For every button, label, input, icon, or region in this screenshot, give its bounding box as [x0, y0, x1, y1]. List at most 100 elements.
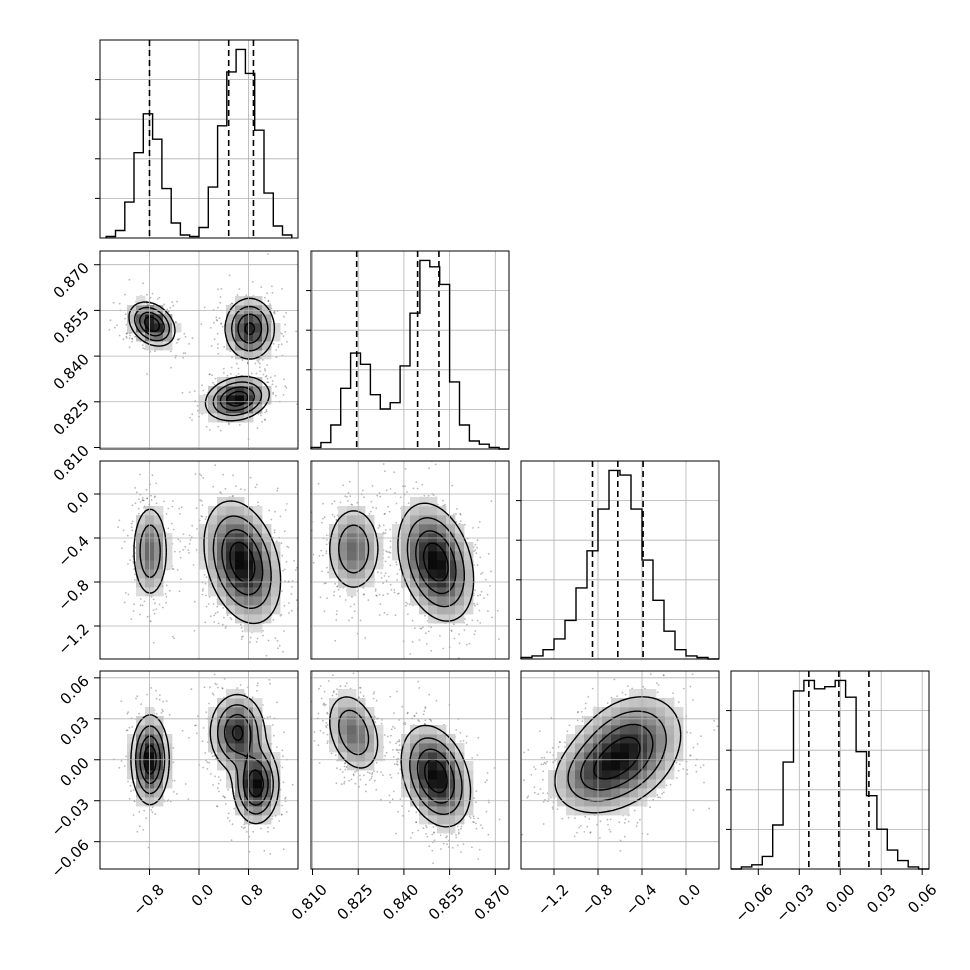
scatter-point	[274, 375, 276, 377]
scatter-point	[273, 531, 276, 534]
scatter-point	[151, 806, 154, 809]
density-cell	[253, 395, 263, 405]
scatter-point	[257, 413, 260, 415]
density-cell	[446, 596, 456, 606]
scatter-point	[212, 603, 215, 605]
density-cell	[136, 734, 146, 744]
scatter-point	[169, 306, 172, 309]
scatter-point	[487, 610, 489, 613]
scatter-point	[464, 618, 466, 620]
scatter-point	[129, 559, 132, 561]
scatter-point	[269, 853, 272, 855]
density-cell	[401, 524, 411, 534]
scatter-point	[490, 570, 492, 573]
density-cell	[271, 587, 281, 597]
scatter-point	[170, 522, 173, 525]
density-cell	[163, 560, 173, 570]
scatter-point	[136, 695, 139, 698]
scatter-point	[455, 520, 457, 523]
scatter-point	[156, 298, 159, 300]
scatter-point	[285, 503, 288, 505]
scatter-point	[399, 496, 402, 499]
scatter-point	[191, 337, 194, 340]
density-cell	[253, 404, 263, 414]
density-cell	[253, 815, 263, 825]
density-cell	[392, 524, 402, 534]
density-cell	[253, 761, 263, 771]
scatter-point	[444, 503, 446, 506]
density-cell	[235, 314, 245, 324]
density-cell	[154, 752, 164, 762]
scatter-point	[204, 752, 207, 754]
scatter-point	[142, 282, 145, 285]
scatter-point	[270, 518, 273, 521]
density-cell	[365, 569, 375, 579]
density-cell	[253, 752, 263, 762]
scatter-point	[176, 792, 178, 795]
scatter-point	[173, 637, 176, 640]
scatter-point	[257, 361, 260, 363]
scatter-point	[127, 780, 129, 783]
scatter-point	[172, 747, 175, 749]
density-cell	[262, 797, 272, 807]
scatter-point	[203, 306, 206, 309]
density-cell	[217, 716, 227, 726]
scatter-point	[217, 776, 220, 778]
scatter-point	[476, 564, 479, 567]
scatter-point	[325, 552, 328, 555]
density-cell	[271, 551, 281, 561]
density-cell	[154, 542, 164, 552]
density-cell	[226, 689, 236, 699]
scatter-point	[348, 480, 351, 483]
scatter-point	[223, 677, 226, 680]
scatter-point	[163, 303, 166, 306]
panel-1-0	[99, 250, 299, 450]
density-cell	[226, 506, 236, 516]
scatter-point	[219, 296, 222, 298]
density-cell	[226, 377, 236, 387]
scatter-point	[182, 549, 185, 551]
scatter-point	[145, 302, 148, 305]
density-cell	[208, 716, 218, 726]
scatter-point	[208, 702, 211, 705]
scatter-point	[205, 576, 208, 579]
scatter-point	[286, 340, 288, 343]
scatter-point	[172, 635, 174, 638]
scatter-point	[266, 716, 269, 719]
scatter-point	[363, 593, 366, 595]
scatter-point	[327, 680, 330, 682]
scatter-point	[141, 499, 144, 501]
density-cell	[199, 404, 209, 414]
scatter-point	[386, 551, 389, 553]
scatter-point	[278, 820, 281, 822]
scatter-point	[158, 669, 160, 671]
scatter-point	[125, 755, 127, 758]
density-cell	[208, 551, 218, 561]
scatter-point	[325, 550, 328, 552]
scatter-point	[349, 605, 352, 608]
scatter-point	[212, 381, 214, 384]
density-cell	[235, 689, 245, 699]
scatter-point	[453, 637, 456, 640]
scatter-point	[195, 507, 198, 510]
scatter-point	[378, 614, 381, 616]
scatter-point	[271, 292, 274, 294]
density-cell	[208, 524, 218, 534]
scatter-point	[162, 700, 165, 703]
scatter-point	[242, 827, 245, 830]
scatter-point	[251, 281, 254, 283]
scatter-point	[260, 414, 262, 417]
density-cell	[226, 707, 236, 717]
scatter-point	[277, 346, 280, 348]
density-cell	[356, 515, 366, 525]
scatter-point	[367, 599, 370, 601]
scatter-point	[351, 616, 353, 619]
density-cell	[437, 542, 447, 552]
scatter-point	[221, 687, 224, 690]
density-cell	[235, 350, 245, 360]
scatter-point	[293, 559, 295, 562]
scatter-point	[380, 572, 382, 574]
scatter-point	[283, 315, 285, 318]
scatter-point	[320, 549, 322, 552]
